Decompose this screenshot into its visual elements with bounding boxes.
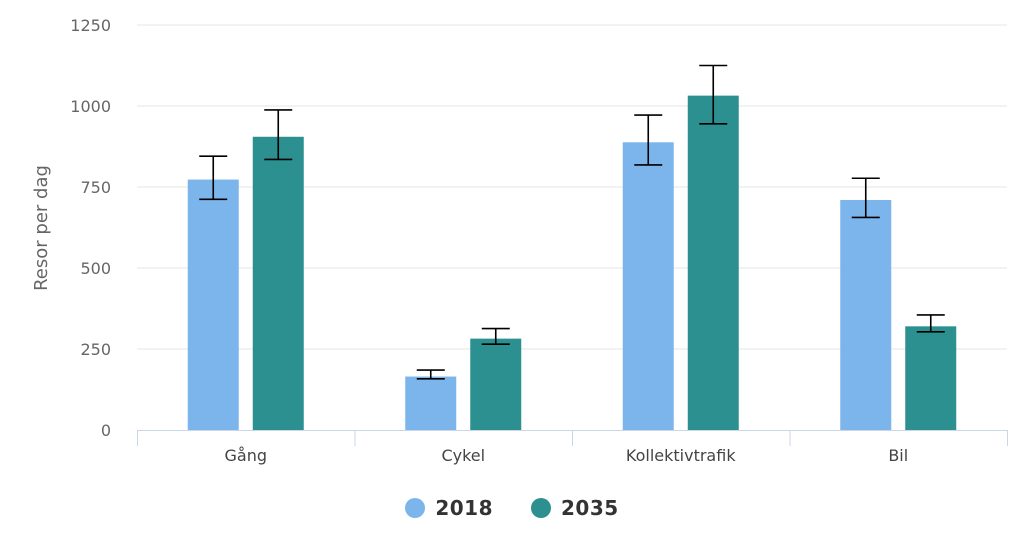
bar-2035-1[interactable]: [470, 338, 522, 430]
y-tick-label-1000: 1000: [70, 97, 111, 116]
x-tick-label-3: Bil: [888, 446, 908, 465]
error-bar-2035-0: [264, 109, 293, 161]
error-bar-2035-3: [916, 314, 945, 333]
bar-2035-2[interactable]: [687, 95, 739, 430]
y-axis-ticks: 0 250 500 750 1000 1250: [70, 16, 111, 440]
x-axis: Gång Cykel Kollektivtrafik Bil: [137, 430, 1008, 465]
error-bars: [199, 64, 945, 380]
x-tick-label-1: Cykel: [441, 446, 485, 465]
y-tick-label-0: 0: [101, 421, 111, 440]
legend: 2018 2035: [0, 496, 1024, 520]
bar-2018-1[interactable]: [405, 376, 457, 430]
bars: [187, 95, 957, 430]
y-tick-label-750: 750: [80, 178, 111, 197]
y-tick-label-250: 250: [80, 340, 111, 359]
bar-2018-3[interactable]: [840, 199, 892, 430]
x-tick-label-0: Gång: [225, 446, 268, 465]
y-axis-title: Resor per dag: [31, 165, 52, 291]
error-bar-2018-1: [416, 369, 445, 380]
legend-label-2035: 2035: [561, 496, 619, 520]
legend-label-2018: 2018: [435, 496, 493, 520]
bar-2018-2[interactable]: [622, 142, 674, 430]
legend-item-2018[interactable]: 2018: [405, 496, 493, 520]
y-tick-label-1250: 1250: [70, 16, 111, 35]
bar-2035-3[interactable]: [905, 326, 957, 430]
error-bar-2018-3: [851, 177, 880, 219]
bar-2035-0[interactable]: [252, 136, 304, 430]
error-bar-2018-2: [634, 114, 663, 166]
bar-2018-0[interactable]: [187, 179, 239, 430]
legend-item-2035[interactable]: 2035: [531, 496, 619, 520]
legend-swatch-2035: [531, 498, 551, 518]
error-bar-2035-2: [699, 64, 728, 125]
legend-swatch-2018: [405, 498, 426, 518]
error-bar-2018-0: [199, 155, 228, 201]
error-bar-2035-1: [481, 327, 510, 345]
y-tick-label-500: 500: [80, 259, 111, 278]
x-tick-label-2: Kollektivtrafik: [626, 446, 736, 465]
